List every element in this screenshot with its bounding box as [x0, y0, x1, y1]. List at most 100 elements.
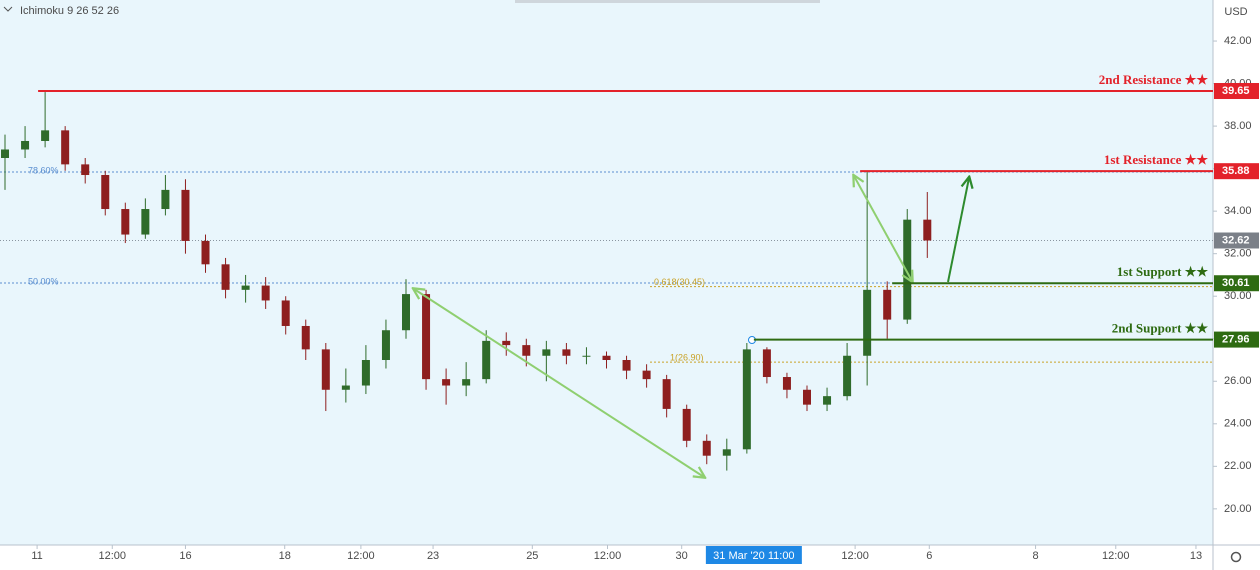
- level-label: 2nd Support ★★: [1112, 321, 1209, 336]
- candle-body: [422, 294, 431, 380]
- candle-body: [863, 289, 872, 356]
- candle-body: [221, 264, 230, 290]
- y-tick-label: 24.00: [1224, 418, 1252, 430]
- level-badge: [1214, 275, 1259, 292]
- candle-body: [702, 440, 711, 456]
- indicator-label: Ichimoku 9 26 52 26: [20, 5, 119, 17]
- level-value: 30.61: [1222, 277, 1250, 289]
- candle-body: [522, 345, 531, 356]
- candle-body: [883, 289, 892, 320]
- candle-body: [562, 349, 571, 356]
- arrow: [414, 289, 704, 477]
- top-tab: [515, 0, 820, 3]
- candle-body: [161, 189, 170, 210]
- candle-body: [602, 355, 611, 361]
- candle-body: [462, 379, 471, 386]
- y-tick-label: 26.00: [1224, 375, 1252, 387]
- candle-body: [101, 175, 110, 210]
- candle-body: [482, 340, 491, 380]
- level-value: 27.96: [1222, 333, 1250, 345]
- candle-body: [21, 140, 30, 150]
- fib-label: 0.618(30.45): [654, 277, 705, 287]
- candle-body: [241, 285, 250, 290]
- level-badge: [1214, 163, 1259, 180]
- x-tick-label: 12:00: [99, 550, 127, 562]
- candle-body: [642, 370, 651, 380]
- level-label: 2nd Resistance ★★: [1099, 72, 1209, 87]
- candle-body: [923, 219, 932, 241]
- candle-body: [1, 149, 10, 158]
- y-tick-label: 32.00: [1224, 248, 1252, 260]
- fib-label: 1(26.90): [670, 353, 704, 363]
- collapse-icon[interactable]: [3, 6, 13, 12]
- candle-body: [361, 360, 370, 386]
- candle-body: [81, 164, 90, 176]
- candle-body: [742, 349, 751, 450]
- candle-body: [41, 130, 50, 141]
- x-tick-label: 12:00: [1102, 550, 1130, 562]
- candle-body: [402, 294, 411, 331]
- crosshair-label: 31 Mar '20 11:00: [713, 550, 794, 562]
- fib-label: 78.60%: [28, 165, 59, 175]
- level-label: 1st Support ★★: [1117, 264, 1209, 279]
- arrow: [947, 178, 969, 283]
- candle-body: [843, 355, 852, 397]
- last-price-label: 32.62: [1222, 234, 1250, 246]
- y-tick-label: 34.00: [1224, 205, 1252, 217]
- y-tick-label: 42.00: [1224, 35, 1252, 47]
- x-tick-label: 6: [926, 550, 932, 562]
- candle-body: [301, 325, 310, 350]
- level-value: 35.88: [1222, 165, 1250, 177]
- y-tick-label: 22.00: [1224, 460, 1252, 472]
- candle-body: [442, 379, 451, 386]
- level-label: 1st Resistance ★★: [1104, 152, 1209, 167]
- candle-body: [722, 449, 731, 456]
- crosshair-label-bg: [705, 546, 802, 564]
- candle-body: [201, 240, 210, 265]
- candle-body: [782, 377, 791, 390]
- candle-body: [542, 349, 551, 356]
- x-tick-label: 18: [279, 550, 291, 562]
- x-tick-label: 12:00: [594, 550, 622, 562]
- level-badge: [1214, 331, 1259, 348]
- candle-body: [381, 330, 390, 361]
- level-value: 39.65: [1222, 85, 1250, 97]
- candle-body: [582, 355, 591, 357]
- x-tick-label: 8: [1032, 550, 1038, 562]
- plot-background: [0, 0, 1213, 545]
- candle-body: [622, 360, 631, 371]
- candle-body: [762, 349, 771, 378]
- y-tick-label: 20.00: [1224, 503, 1252, 515]
- candle-body: [121, 209, 130, 235]
- candle-body: [181, 189, 190, 241]
- candle-body: [502, 340, 511, 346]
- last-price-badge: [1214, 232, 1259, 249]
- settings-icon[interactable]: [1230, 551, 1242, 563]
- candle-body: [682, 408, 691, 441]
- x-tick-label: 11: [31, 550, 42, 562]
- x-tick-label: 30: [676, 550, 688, 562]
- x-tick-label: 16: [179, 550, 191, 562]
- x-tick-label: 25: [526, 550, 538, 562]
- y-tick-label: 30.00: [1224, 290, 1252, 302]
- candle-body: [321, 349, 330, 390]
- arrows: [414, 176, 969, 477]
- candle-body: [261, 285, 270, 301]
- candle-body: [141, 209, 150, 235]
- y-tick-label: 38.00: [1224, 120, 1252, 132]
- candle-body: [903, 219, 912, 320]
- fib-label: 50.00%: [28, 276, 59, 286]
- x-tick-label: 12:00: [841, 550, 869, 562]
- x-tick-label: 23: [427, 550, 439, 562]
- candle-body: [341, 385, 350, 390]
- candle-body: [802, 389, 811, 405]
- candle-body: [281, 300, 290, 326]
- x-tick-label: 12:00: [347, 550, 375, 562]
- candle-body: [61, 130, 70, 165]
- arrow: [854, 176, 912, 281]
- currency-label: USD: [1224, 6, 1247, 18]
- x-tick-label: 13: [1190, 550, 1202, 562]
- candle-body: [823, 396, 832, 405]
- candle-body: [662, 379, 671, 409]
